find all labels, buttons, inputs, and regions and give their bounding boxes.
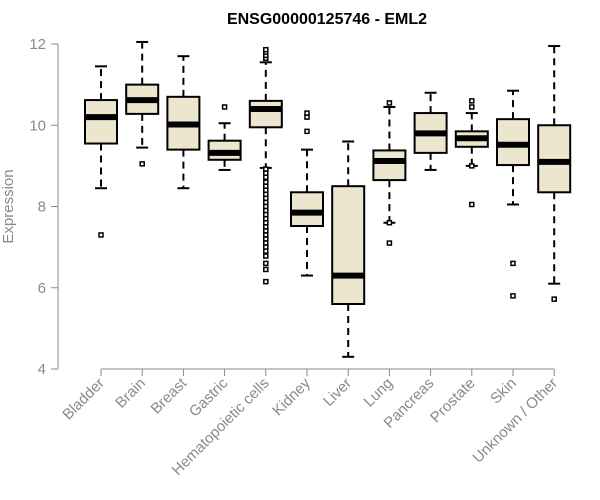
box-body <box>84 99 118 145</box>
box-series <box>84 40 572 358</box>
box-breast <box>166 55 201 190</box>
box-hematopoietic-cells <box>248 46 283 285</box>
outlier-point <box>510 293 516 299</box>
outlier-point <box>304 128 310 135</box>
box-body <box>537 124 572 194</box>
x-tick-label: Bladder <box>59 375 108 424</box>
x-tick-label: Lung <box>361 375 397 411</box>
x-tick-label: Prostate <box>427 375 479 427</box>
outlier-point <box>263 260 269 267</box>
outlier-point <box>469 98 475 104</box>
box-kidney <box>290 110 324 277</box>
y-tick-label: 8 <box>38 199 46 216</box>
outlier-point <box>263 253 269 259</box>
box-pancreas <box>413 91 448 171</box>
outlier-point <box>263 266 269 273</box>
y-axis: 4 6 8 10 12 <box>29 36 59 378</box>
box-gastric <box>207 104 242 171</box>
y-tick-label: 10 <box>29 117 46 134</box>
outlier-point <box>263 248 269 254</box>
outlier-point <box>469 104 475 110</box>
box-body <box>290 191 324 227</box>
box-prostate <box>454 98 489 208</box>
outlier-point <box>386 220 393 226</box>
box-skin <box>496 89 530 299</box>
outlier-point <box>263 46 269 53</box>
box-body <box>331 185 366 305</box>
box-bladder <box>84 65 118 238</box>
outlier-point <box>469 163 475 169</box>
x-tick-label: Liver <box>320 375 355 410</box>
x-tick-label: Skin <box>487 375 520 408</box>
outlier-point <box>139 161 145 167</box>
x-tick-label: Brain <box>112 375 149 412</box>
box-liver <box>331 140 366 358</box>
box-unknown-other <box>537 45 572 302</box>
y-axis-label: Expression <box>0 169 17 243</box>
outlier-point <box>221 104 228 110</box>
outlier-point <box>469 201 475 208</box>
box-body <box>372 149 407 182</box>
x-tick-label: Kidney <box>269 374 314 419</box>
y-tick-label: 12 <box>29 36 46 53</box>
outlier-point <box>386 100 393 106</box>
outlier-point <box>263 278 269 285</box>
outlier-point <box>386 240 393 246</box>
outlier-point <box>263 174 269 180</box>
x-tick-label: Breast <box>148 374 191 417</box>
outlier-point <box>304 110 310 116</box>
box-brain <box>125 40 160 167</box>
outlier-point <box>510 260 516 267</box>
outlier-point <box>551 296 557 302</box>
box-body <box>248 99 283 129</box>
y-tick-label: 4 <box>38 361 46 378</box>
chart-title: ENSG00000125746 - EML2 <box>227 11 427 28</box>
y-tick-label: 6 <box>38 280 46 297</box>
outlier-point <box>98 232 104 238</box>
box-lung <box>372 100 407 246</box>
